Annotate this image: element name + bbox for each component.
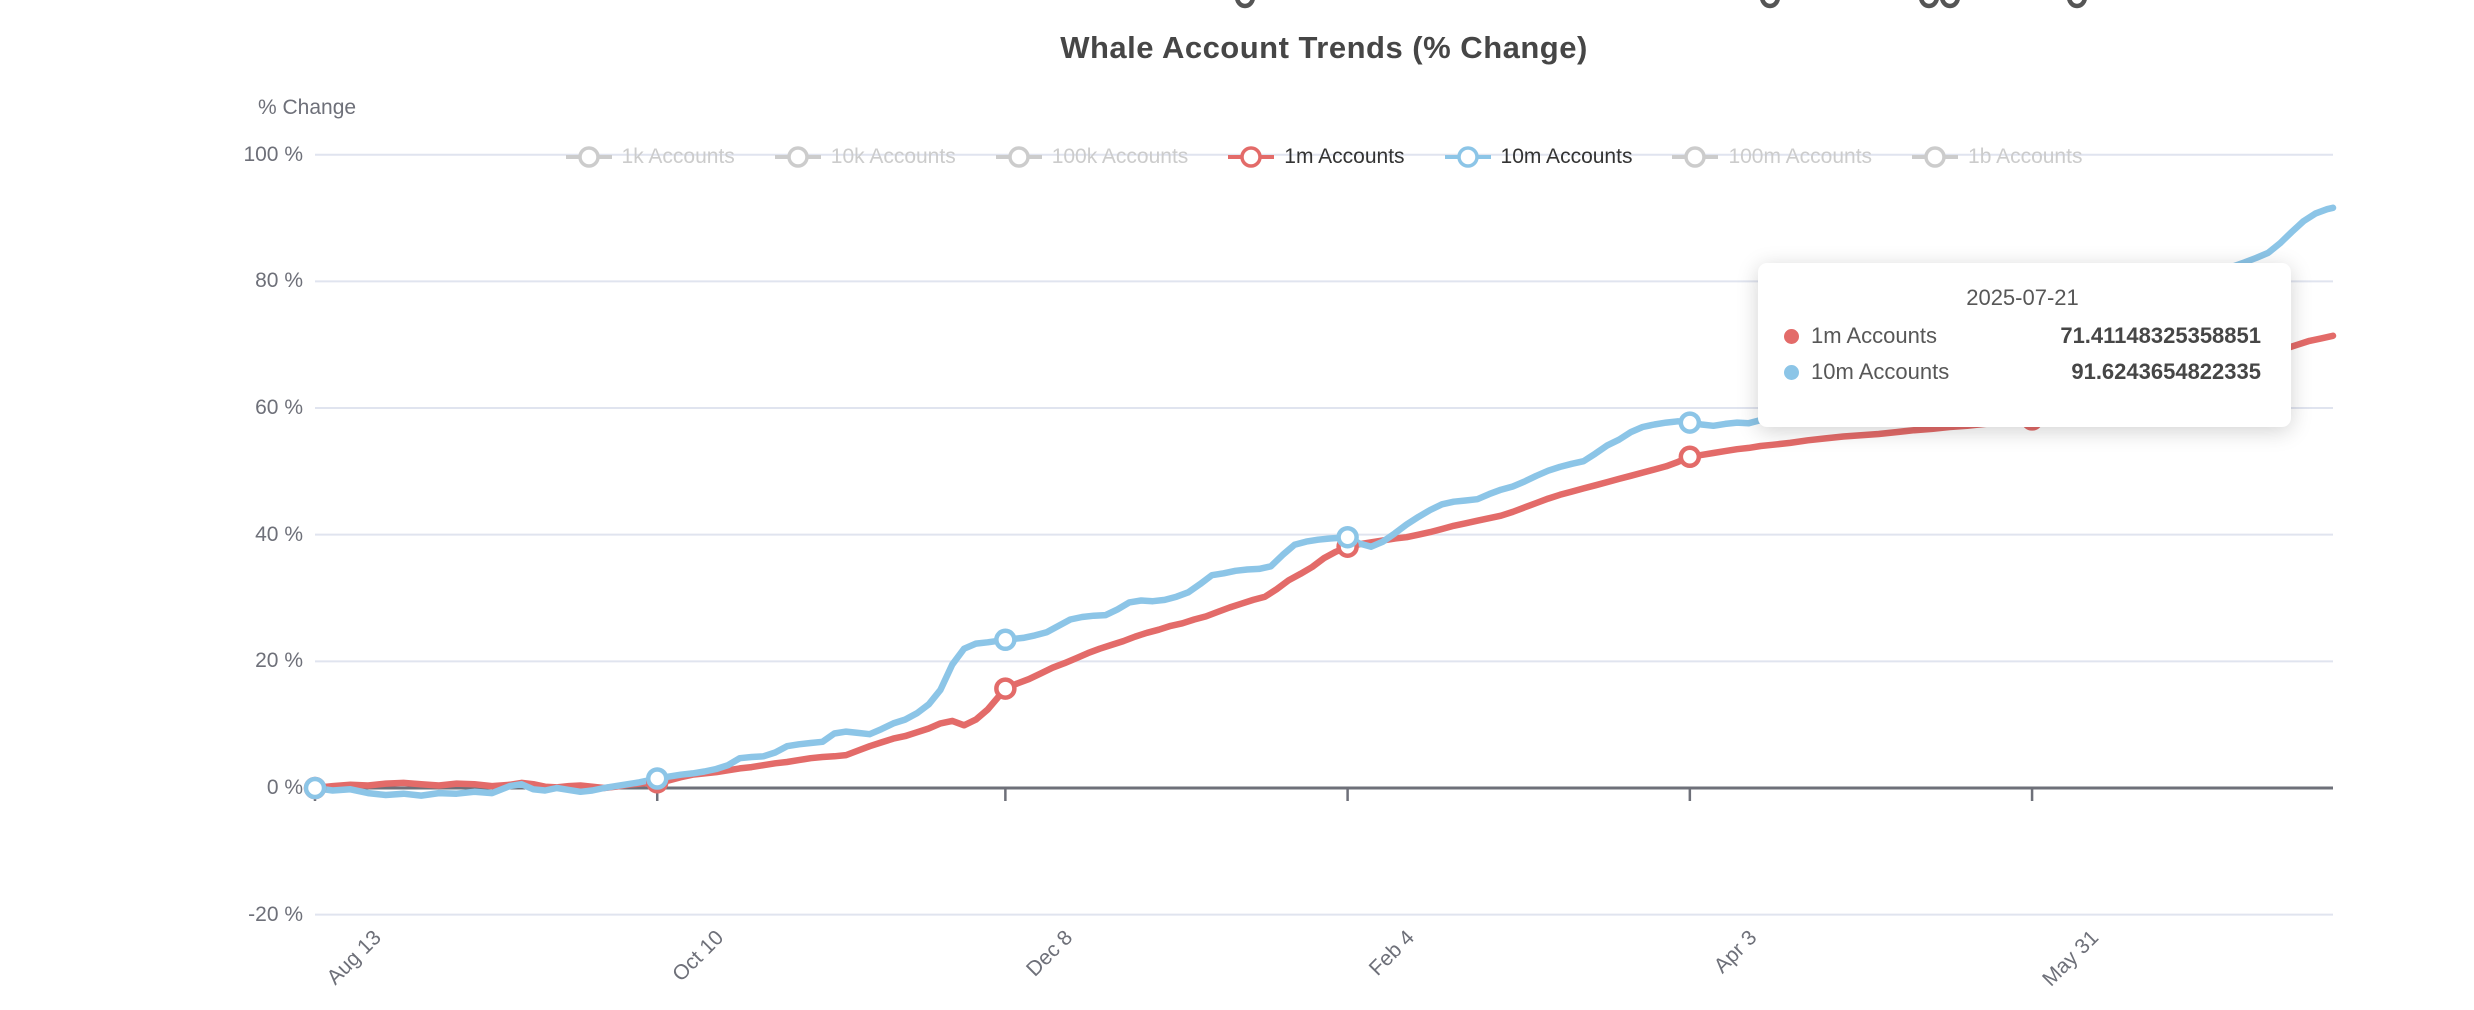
y-axis-tick-label: 40 % <box>255 522 303 546</box>
y-axis-tick-label: 80 % <box>255 269 303 293</box>
line-series-icon <box>1912 146 1959 168</box>
y-axis-tick-label: 20 % <box>255 649 303 673</box>
line-series-icon <box>1228 146 1275 168</box>
cutoff-text-descender <box>2067 0 2087 9</box>
legend-item-1k-accounts[interactable]: 1k Accounts <box>565 142 735 172</box>
line-series-icon <box>1672 146 1719 168</box>
y-axis-tick-label: 100 % <box>243 142 303 166</box>
legend-item-label: 100m Accounts <box>1728 145 1873 168</box>
legend-item-label: 1m Accounts <box>1284 145 1405 168</box>
tooltip-series-name: 10m Accounts <box>1811 359 1950 384</box>
chart-tooltip: 2025-07-21 1m Accounts 71.41148325358851… <box>1758 263 2291 427</box>
tooltip-row: 10m Accounts 91.6243654822335 <box>1784 359 2261 385</box>
line-series-icon <box>565 146 612 168</box>
data-point-marker <box>1678 445 1702 469</box>
line-series-icon <box>774 146 821 168</box>
cutoff-text-descender <box>1235 0 1255 9</box>
legend-item-label: 10k Accounts <box>830 145 956 168</box>
legend-item-label: 1k Accounts <box>621 145 735 168</box>
legend-item-100m-accounts[interactable]: 100m Accounts <box>1672 142 1872 172</box>
tooltip-date: 2025-07-21 <box>1966 285 2079 310</box>
legend-item-10k-accounts[interactable]: 10k Accounts <box>774 142 956 172</box>
data-point-marker <box>994 677 1017 700</box>
chart-title: Whale Account Trends (% Change) <box>1060 30 1588 65</box>
legend-item-label: 100k Accounts <box>1051 145 1189 168</box>
legend-item-label: 1b Accounts <box>1968 145 2083 168</box>
cutoff-text-descender <box>1940 0 1960 9</box>
data-point-marker <box>645 767 669 790</box>
legend-item-100k-accounts[interactable]: 100k Accounts <box>995 142 1189 172</box>
tooltip-row: 1m Accounts 71.41148325358851 <box>1784 323 2261 349</box>
data-point-marker <box>1336 525 1359 549</box>
tooltip-series-name: 1m Accounts <box>1811 323 1937 348</box>
cutoff-text-descender <box>1919 0 1939 9</box>
data-point-marker <box>994 628 1017 652</box>
y-axis-tick-label: 0 % <box>266 776 303 799</box>
y-axis-tick-label: -20 % <box>248 902 303 926</box>
cutoff-text-descender <box>1760 0 1780 9</box>
tooltip-series-value: 91.6243654822335 <box>2071 359 2261 384</box>
legend-item-1b-accounts[interactable]: 1b Accounts <box>1912 142 2082 172</box>
legend-item-10m-accounts[interactable]: 10m Accounts <box>1444 142 1633 172</box>
data-point-marker <box>1678 411 1702 434</box>
tooltip-series-value: 71.41148325358851 <box>2060 323 2261 348</box>
y-axis-tick-label: 60 % <box>255 396 303 420</box>
series-color-dot <box>1784 328 1799 344</box>
data-point-marker <box>303 776 327 800</box>
line-series-icon <box>1444 146 1491 168</box>
y-axis-title: % Change <box>258 96 357 119</box>
line-series-icon <box>995 146 1042 168</box>
series-color-dot <box>1784 364 1799 380</box>
chart-legend: 1k Accounts 10k Accounts 100k Accounts 1… <box>315 140 2333 174</box>
legend-item-1m-accounts[interactable]: 1m Accounts <box>1228 142 1405 172</box>
legend-item-label: 10m Accounts <box>1500 145 1633 168</box>
